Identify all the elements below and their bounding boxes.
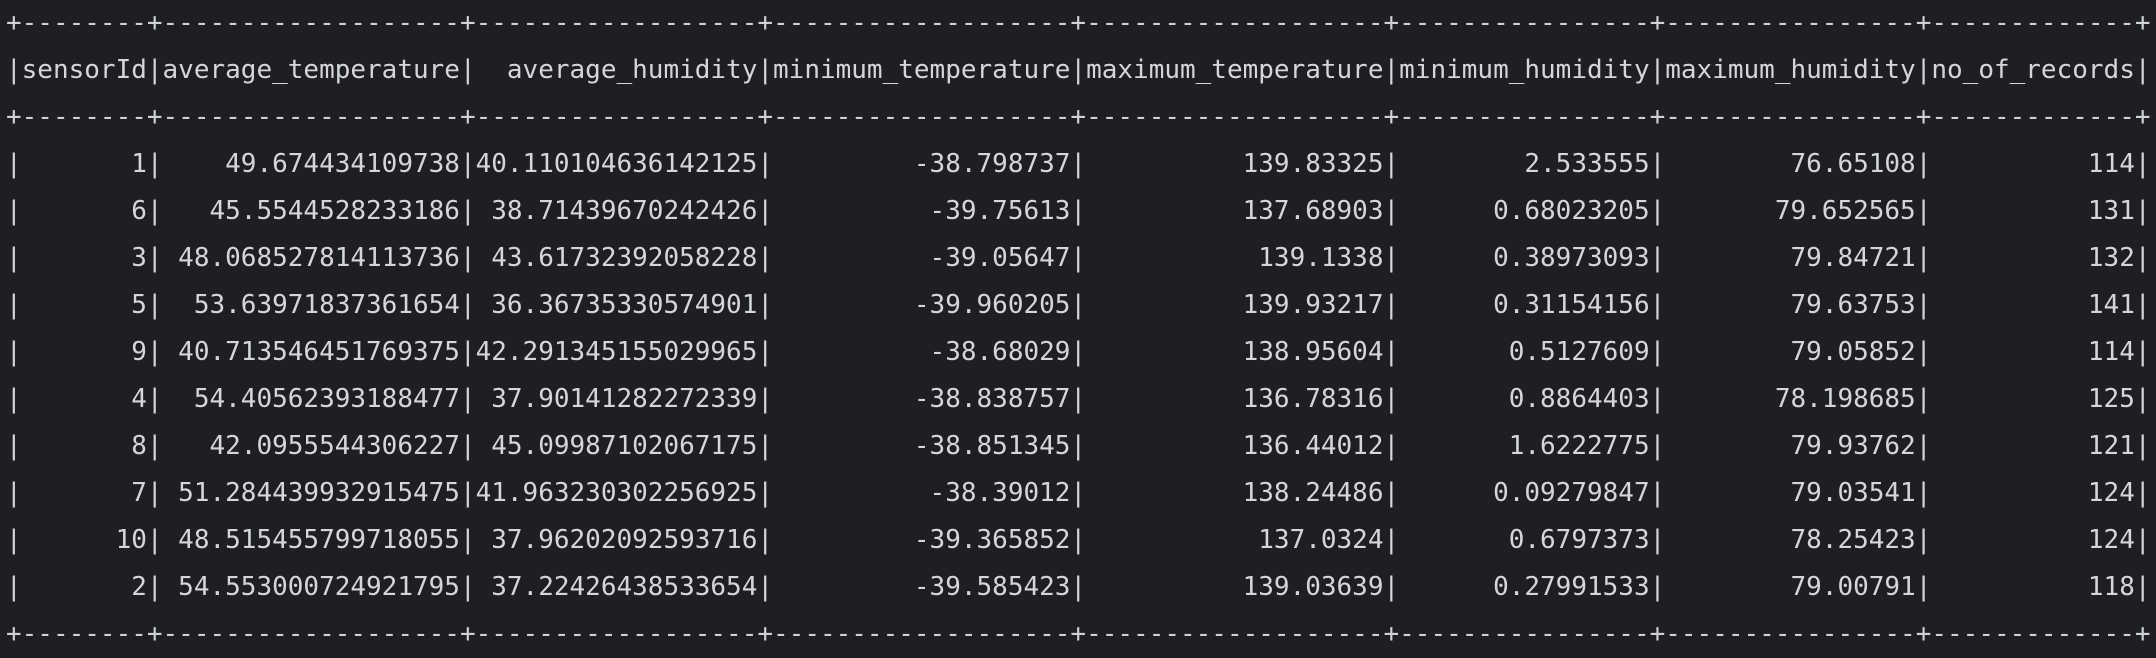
table-row: | 4| 54.40562393188477| 37.9014128227233… bbox=[6, 384, 2151, 414]
table-row: | 8| 42.0955544306227| 45.09987102067175… bbox=[6, 431, 2151, 461]
table-header-border: +--------+-------------------+----------… bbox=[6, 102, 2151, 132]
table-row: | 6| 45.5544528233186| 38.71439670242426… bbox=[6, 196, 2151, 226]
table-header-row: |sensorId|average_temperature| average_h… bbox=[6, 55, 2151, 85]
terminal-output: +--------+-------------------+----------… bbox=[6, 0, 2151, 658]
table-top-border: +--------+-------------------+----------… bbox=[6, 8, 2151, 38]
table-row: | 2| 54.553000724921795| 37.224264385336… bbox=[6, 572, 2151, 602]
table-row: | 9| 40.713546451769375|42.2913451550299… bbox=[6, 337, 2151, 367]
table-row: | 1| 49.674434109738|40.110104636142125|… bbox=[6, 149, 2151, 179]
table-bottom-border: +--------+-------------------+----------… bbox=[6, 619, 2151, 649]
table-row: | 3| 48.068527814113736| 43.617323920582… bbox=[6, 243, 2151, 273]
table-row: | 10| 48.515455799718055| 37.96202092593… bbox=[6, 525, 2151, 555]
table-row: | 5| 53.63971837361654| 36.3673533057490… bbox=[6, 290, 2151, 320]
table-row: | 7| 51.284439932915475|41.9632303022569… bbox=[6, 478, 2151, 508]
